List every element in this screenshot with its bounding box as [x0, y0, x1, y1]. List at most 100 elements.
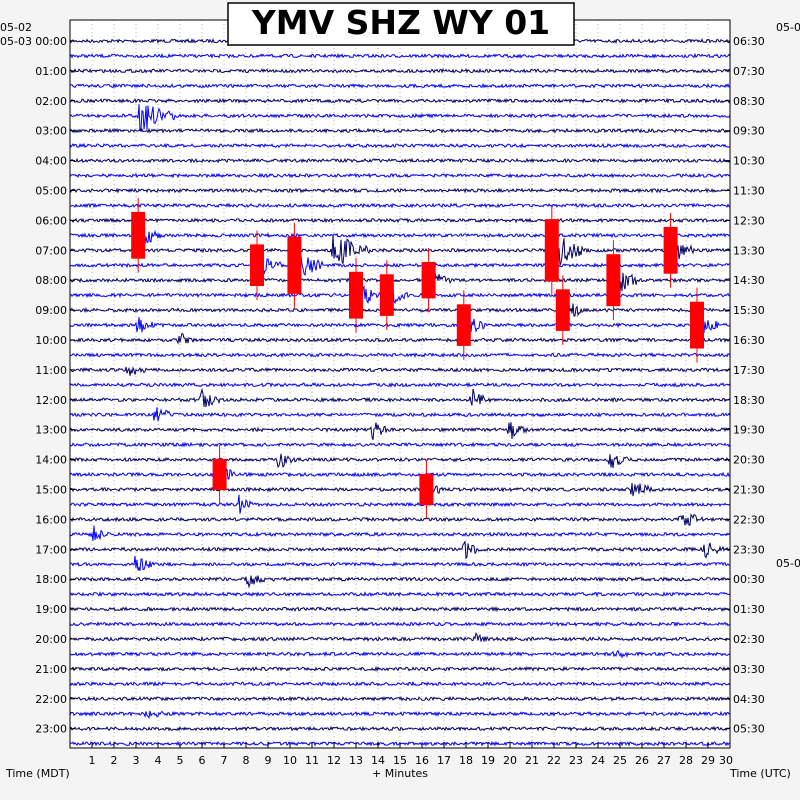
left-hour-label: 21:00: [35, 663, 67, 676]
left-hour-label: 14:00: [35, 454, 67, 467]
left-hour-label: 16:00: [35, 513, 67, 526]
trace-line: [69, 453, 731, 469]
x-tick-label: 7: [221, 754, 228, 767]
right-hour-label: 18:30: [733, 394, 765, 407]
x-tick-label: 5: [177, 754, 184, 767]
left-hour-label: 01:00: [35, 65, 67, 78]
x-tick-label: 30: [719, 754, 733, 767]
x-tick-label: 21: [525, 754, 539, 767]
trace-line: [69, 387, 731, 408]
left-hour-label: 03:00: [35, 125, 67, 138]
trace-line: [69, 407, 731, 422]
left-hour-label: 05:00: [35, 185, 67, 198]
right-axis-label: Time (UTC): [729, 767, 791, 780]
right-hour-label: 16:30: [733, 334, 765, 347]
left-hour-label: 20:00: [35, 633, 67, 646]
trace-line: [69, 67, 731, 74]
clipped-events: [131, 197, 704, 520]
chart-title: YMV SHZ WY 01: [251, 3, 550, 42]
left-hour-label: 02:00: [35, 95, 67, 108]
right-hour-label: 06:30: [733, 35, 765, 48]
left-date-top: 05-02: [0, 21, 32, 34]
trace-line: [69, 466, 731, 486]
trace-line: [69, 591, 731, 598]
trace-line: [69, 187, 731, 194]
x-tick-label: 13: [349, 754, 363, 767]
trace-line: [69, 310, 731, 339]
left-hour-label: 23:00: [35, 723, 67, 736]
trace-line: [69, 621, 731, 627]
trace-line: [70, 494, 731, 514]
right-hour-label: 05:30: [733, 723, 765, 736]
right-hour-label: 04:30: [733, 693, 765, 706]
left-hour-label: 07:00: [35, 244, 67, 257]
right-hour-label: 10:30: [733, 155, 765, 168]
right-hour-labels: 06:30 07:30 08:30 09:30 10:30 11:30 12:30 13:30…: [725, 35, 765, 736]
left-hour-label: 10:00: [35, 334, 67, 347]
right-hour-label: 15:30: [733, 304, 765, 317]
right-hour-label: 07:30: [733, 65, 765, 78]
trace-line: [69, 680, 731, 687]
right-hour-label: 13:30: [733, 244, 765, 257]
trace-line: [69, 725, 731, 732]
left-hour-labels: 00:00 01:00 02:00 03:00 04:00 05:00 06:00 07:00…: [35, 35, 75, 736]
x-tick-label: 1: [89, 754, 96, 767]
trace-line: [69, 513, 731, 526]
trace-line: [69, 217, 731, 224]
left-hour-label: 04:00: [35, 155, 67, 168]
trace-line: [69, 441, 731, 448]
x-tick-label: 12: [327, 754, 341, 767]
x-tick-label: 25: [613, 754, 627, 767]
right-hour-label: 17:30: [733, 364, 765, 377]
trace-line: [69, 234, 731, 272]
trace-line: [69, 606, 731, 613]
x-tick-label: 2: [111, 754, 118, 767]
right-date-mid: 05-0: [776, 557, 800, 570]
right-hour-label: 22:30: [733, 513, 765, 526]
trace-line: [69, 302, 731, 324]
left-hour-label: 08:00: [35, 274, 67, 287]
right-hour-label: 12:30: [733, 214, 765, 227]
trace-line: [69, 82, 731, 89]
trace-line: [69, 352, 731, 359]
x-tick-label: 10: [283, 754, 297, 767]
trace-line: [69, 710, 731, 720]
trace-line: [69, 172, 731, 179]
left-hour-label: 22:00: [35, 693, 67, 706]
trace-line: [69, 422, 731, 440]
trace-line: [69, 575, 731, 589]
right-hour-label: 03:30: [733, 663, 765, 676]
right-hour-label: 01:30: [733, 603, 765, 616]
left-date: 05-03: [0, 35, 32, 48]
trace-line: [69, 381, 731, 388]
left-hour-label: 11:00: [35, 364, 67, 377]
left-hour-label: 09:00: [35, 304, 67, 317]
trace-line: [69, 104, 731, 132]
trace-line: [69, 479, 731, 498]
right-hour-label: 00:30: [733, 573, 765, 586]
left-hour-label: 12:00: [35, 394, 67, 407]
x-tick-label: 27: [657, 754, 671, 767]
trace-line: [69, 366, 731, 376]
x-tick-label: 11: [305, 754, 319, 767]
trace-line: [69, 541, 731, 560]
seismic-traces: [69, 37, 731, 747]
trace-line: [69, 665, 731, 673]
right-hour-label: 02:30: [733, 633, 765, 646]
x-tick-label: 6: [199, 754, 206, 767]
x-tick-label: 4: [155, 754, 162, 767]
trace-line: [69, 127, 731, 134]
right-hour-label: 08:30: [733, 95, 765, 108]
left-hour-label: 17:00: [35, 543, 67, 556]
left-hour-label: 13:00: [35, 424, 67, 437]
x-axis-ticks: 1 2 3 4 5 6 7 8 9 10 11 12 13 14 15 16 17 18 19 20 21 22 23 24 2…: [89, 742, 733, 767]
left-hour-label: 00:00: [35, 35, 67, 48]
x-tick-label: 3: [133, 754, 140, 767]
trace-line: [69, 556, 731, 572]
trace-line: [69, 649, 731, 659]
trace-line: [69, 142, 731, 149]
x-tick-label: 14: [371, 754, 385, 767]
x-axis-label: + Minutes: [372, 767, 428, 780]
left-hour-label: 19:00: [35, 603, 67, 616]
